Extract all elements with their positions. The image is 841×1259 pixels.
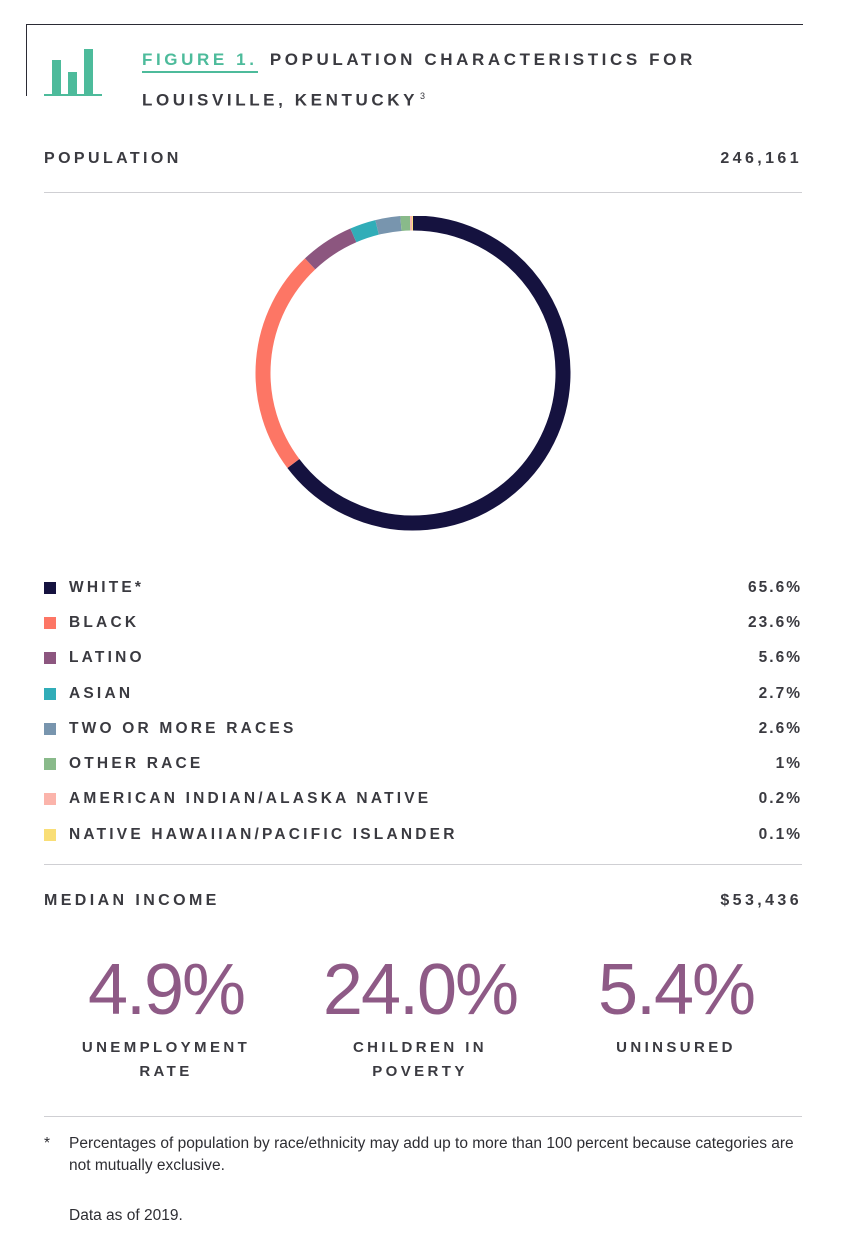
legend-item: WHITE* 65.6% [44,570,802,605]
figure-footnote-ref: 3 [420,91,426,101]
population-value: 246,161 [720,150,802,167]
divider [44,1116,802,1117]
legend-item: ASIAN 2.7% [44,676,802,711]
stat-value: 4.9% [87,950,246,1030]
stat-value: 24.0% [322,950,519,1030]
stat-unemployment: 4.9% UNEMPLOYMENT RATE [55,950,277,1084]
bar-chart-icon [44,49,102,96]
footnote: * Percentages of population by race/ethn… [44,1133,794,1177]
population-row: POPULATION 246,161 [44,150,802,168]
legend-value: 0.2% [758,790,802,808]
legend-value: 0.1% [758,825,802,843]
footnote-mark: * [44,1135,51,1152]
figure-label: FIGURE 1. [142,50,258,73]
legend-swatch [44,793,56,806]
chart-legend: WHITE* 65.6% BLACK 23.6% LATINO 5.6% ASI… [44,570,802,852]
legend-swatch [44,581,56,594]
legend-value: 23.6% [748,613,802,631]
stat-children-in-poverty: 24.0% CHILDREN IN POVERTY [305,950,535,1084]
legend-swatch [44,687,56,700]
legend-label: ASIAN [69,684,134,702]
figure-title-text: POPULATION CHARACTERISTICS FOR LOUISVILL… [142,50,696,110]
population-label: POPULATION [44,150,182,167]
frame-top-border [26,24,803,25]
legend-swatch [44,722,56,735]
legend-value: 65.6% [748,578,802,596]
legend-swatch [44,616,56,629]
donut-slice-latino [304,228,357,270]
legend-value: 2.7% [758,684,802,702]
stat-label-line: CHILDREN IN [352,1039,488,1056]
legend-item: TWO OR MORE RACES 2.6% [44,711,802,746]
population-donut-chart [255,216,571,531]
median-income-row: MEDIAN INCOME $53,436 [44,892,802,910]
legend-label: BLACK [69,613,140,631]
stat-value: 5.4% [597,950,756,1030]
donut-slice-black [255,258,316,469]
stat-uninsured: 5.4% UNINSURED [568,950,784,1060]
legend-swatch [44,652,56,665]
legend-item: NATIVE HAWAIIAN/PACIFIC ISLANDER 0.1% [44,817,802,852]
stat-label-line: UNEMPLOYMENT [81,1039,251,1056]
legend-value: 5.6% [758,649,802,667]
legend-swatch [44,758,56,771]
legend-item: AMERICAN INDIAN/ALASKA NATIVE 0.2% [44,782,802,817]
divider [44,864,802,865]
stat-label-line: UNINSURED [616,1039,736,1056]
legend-value: 2.6% [758,719,802,737]
stat-label: CHILDREN IN POVERTY [305,1036,535,1084]
legend-label: TWO OR MORE RACES [69,719,297,737]
footnote-text: Percentages of population by race/ethnic… [69,1135,794,1174]
legend-label: NATIVE HAWAIIAN/PACIFIC ISLANDER [69,825,458,843]
legend-label: LATINO [69,649,145,667]
divider [44,192,802,193]
stat-label: UNEMPLOYMENT RATE [55,1036,277,1084]
donut-slice-white [287,216,571,531]
stat-label-line: RATE [139,1063,193,1080]
legend-label: OTHER RACE [69,755,204,773]
data-note: Data as of 2019. [69,1207,183,1224]
legend-value: 1% [775,755,802,773]
legend-swatch [44,828,56,841]
legend-label: AMERICAN INDIAN/ALASKA NATIVE [69,790,432,808]
donut-slice-asian [350,220,380,243]
median-income-label: MEDIAN INCOME [44,892,220,909]
legend-item: LATINO 5.6% [44,641,802,676]
figure-title: FIGURE 1. POPULATION CHARACTERISTICS FOR… [142,42,782,119]
frame-left-border [26,24,27,96]
stat-label-line: POVERTY [372,1063,468,1080]
legend-item: OTHER RACE 1% [44,746,802,781]
donut-slice-two-or-more-races [375,216,402,235]
legend-item: BLACK 23.6% [44,605,802,640]
stat-label: UNINSURED [568,1036,784,1060]
median-income-value: $53,436 [720,892,802,909]
legend-label: WHITE* [69,578,145,596]
